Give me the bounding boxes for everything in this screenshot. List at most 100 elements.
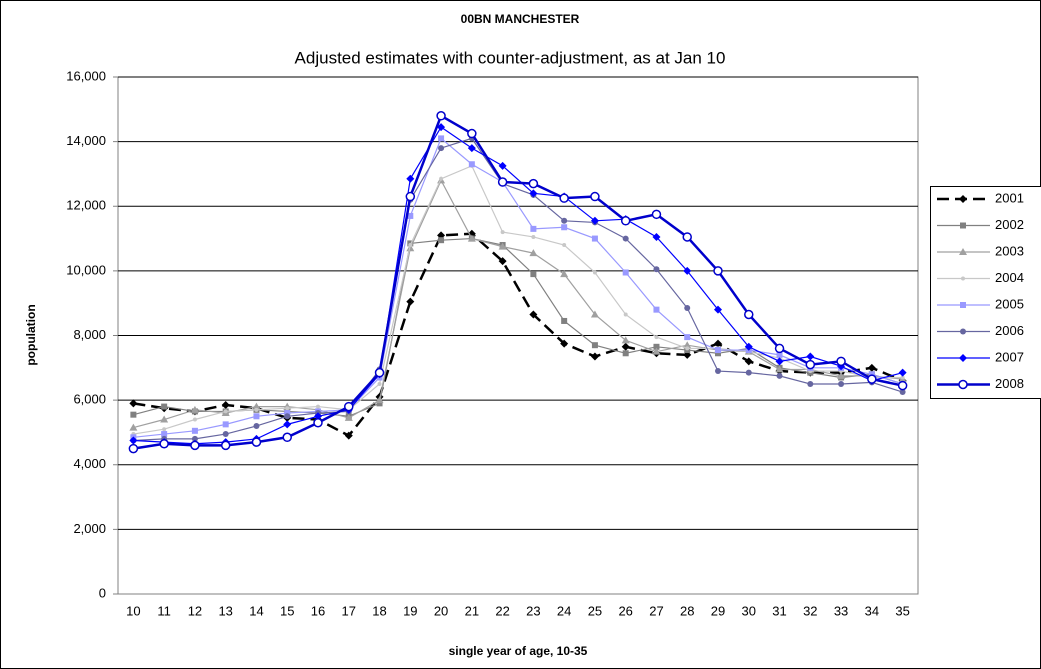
marker [344,431,353,440]
marker [900,375,905,380]
chart-title: 00BN MANCHESTER [461,12,580,26]
y-tick-label: 4,000 [73,456,106,471]
legend-marker [961,276,965,281]
marker [776,351,783,358]
marker [497,177,508,187]
series-line [133,137,903,438]
marker [559,193,569,203]
x-tick-label: 28 [680,603,694,618]
x-axis-label: single year of age, 10-35 [449,644,588,658]
marker [220,440,231,451]
legend-label: 2007 [995,349,1024,364]
marker [468,161,475,168]
marker [744,342,753,351]
x-tick-label: 23 [526,603,540,618]
x-tick-label: 30 [742,603,756,618]
marker [560,339,569,348]
series-line [133,165,903,435]
marker [161,431,168,438]
marker [715,347,721,354]
marker [684,334,691,341]
marker [561,317,568,324]
marker [282,432,292,443]
marker [806,352,815,361]
marker [714,305,722,314]
marker [467,144,476,153]
marker [714,339,722,348]
series-line [133,126,903,445]
marker [838,380,845,387]
marker [190,440,200,451]
marker [805,359,816,370]
x-tick-label: 32 [803,603,817,618]
marker [316,404,320,409]
marker [621,336,630,344]
marker [376,400,383,407]
marker [408,243,413,248]
y-tick-label: 2,000 [73,521,106,536]
x-tick-label: 26 [618,603,632,618]
marker [438,237,445,244]
legend-label: 2006 [995,323,1024,338]
marker [160,415,169,423]
legend-label: 2004 [995,270,1024,285]
x-tick-label: 24 [557,603,571,618]
marker [129,436,138,445]
marker [591,235,598,242]
marker [406,297,415,306]
marker [744,357,753,366]
marker [623,312,628,317]
marker [374,367,385,378]
y-tick-label: 8,000 [73,327,106,342]
marker [745,369,752,376]
y-tick-label: 14,000 [66,133,106,148]
marker [498,257,507,266]
marker [162,427,167,432]
marker [529,249,538,257]
marker [592,270,597,275]
marker [622,235,629,242]
marker [407,212,414,219]
marker [344,401,354,412]
marker [438,135,445,142]
marker [439,176,444,181]
series-line [133,179,903,429]
legend-marker [958,379,968,390]
marker [500,230,505,235]
marker [683,341,692,349]
marker [590,216,599,225]
marker [377,381,382,386]
marker [190,405,199,413]
x-tick-label: 16 [311,603,325,618]
marker [776,372,783,379]
marker [128,443,139,454]
marker [653,266,660,273]
x-tick-label: 10 [126,603,140,618]
y-tick-label: 6,000 [73,392,106,407]
legend-marker [959,354,967,362]
marker [283,420,292,429]
marker [405,191,416,202]
marker [530,225,537,232]
x-tick-label: 22 [495,603,509,618]
marker [438,145,445,152]
marker [251,437,262,447]
marker [467,234,476,242]
x-tick-label: 12 [188,603,202,618]
marker [651,209,662,220]
marker [529,189,538,198]
marker [253,422,260,429]
marker [130,411,137,418]
x-tick-label: 14 [249,603,263,618]
marker [622,269,629,276]
legend-label: 2002 [995,217,1024,232]
marker [191,435,198,442]
marker [252,402,261,410]
legend [930,186,1041,399]
marker [314,412,322,421]
marker [899,389,906,396]
marker [528,178,539,189]
marker [591,342,598,349]
marker [223,409,228,414]
